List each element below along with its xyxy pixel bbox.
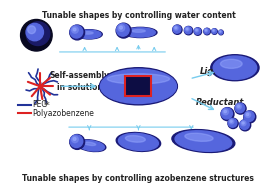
Circle shape: [223, 109, 229, 115]
Circle shape: [118, 25, 125, 31]
Circle shape: [186, 28, 188, 30]
Ellipse shape: [172, 130, 235, 153]
Circle shape: [184, 27, 192, 34]
Ellipse shape: [76, 30, 102, 39]
Circle shape: [244, 111, 254, 121]
Ellipse shape: [132, 29, 145, 32]
Text: Tunable shapes by controlling water content: Tunable shapes by controlling water cont…: [42, 11, 235, 20]
Circle shape: [228, 118, 238, 129]
Circle shape: [119, 26, 122, 29]
Circle shape: [212, 29, 217, 34]
Circle shape: [72, 136, 78, 143]
Circle shape: [228, 119, 237, 127]
Circle shape: [221, 108, 234, 121]
Circle shape: [212, 29, 215, 32]
Ellipse shape: [76, 140, 106, 152]
Circle shape: [194, 28, 201, 35]
Circle shape: [173, 25, 182, 34]
Circle shape: [242, 122, 244, 124]
Circle shape: [204, 29, 209, 34]
Circle shape: [70, 135, 84, 149]
Circle shape: [247, 113, 249, 116]
Text: Self-assembly
in solution: Self-assembly in solution: [50, 71, 110, 92]
Circle shape: [220, 31, 221, 32]
Circle shape: [196, 29, 197, 31]
Circle shape: [175, 27, 177, 29]
Text: PEG: PEG: [33, 100, 48, 109]
Text: Light: Light: [200, 67, 224, 76]
Circle shape: [229, 119, 234, 124]
Ellipse shape: [83, 32, 93, 34]
Circle shape: [235, 103, 245, 113]
Ellipse shape: [99, 68, 177, 105]
Circle shape: [117, 24, 129, 36]
Circle shape: [73, 138, 76, 140]
Circle shape: [240, 120, 249, 129]
Circle shape: [241, 121, 246, 126]
Ellipse shape: [107, 74, 170, 84]
Text: Tunable shapes by controlling azobenzene structures: Tunable shapes by controlling azobenzene…: [22, 174, 254, 184]
Circle shape: [221, 108, 232, 119]
Bar: [125, 76, 152, 97]
Ellipse shape: [116, 132, 161, 151]
Circle shape: [195, 29, 198, 32]
Circle shape: [204, 28, 210, 35]
Circle shape: [73, 28, 76, 31]
Circle shape: [236, 104, 241, 109]
Circle shape: [20, 19, 52, 51]
Circle shape: [237, 105, 240, 107]
Circle shape: [26, 23, 43, 41]
Circle shape: [213, 30, 214, 31]
Text: 5k: 5k: [44, 101, 50, 106]
Circle shape: [28, 26, 35, 34]
Circle shape: [240, 120, 251, 131]
Ellipse shape: [78, 140, 104, 151]
Circle shape: [230, 120, 232, 122]
Circle shape: [194, 28, 201, 34]
Ellipse shape: [124, 27, 157, 38]
Circle shape: [224, 110, 227, 113]
Circle shape: [72, 26, 78, 33]
Circle shape: [219, 31, 221, 33]
Ellipse shape: [101, 69, 176, 103]
Circle shape: [26, 22, 50, 46]
Circle shape: [235, 103, 246, 114]
Text: Polyazobenzene: Polyazobenzene: [33, 109, 94, 118]
Circle shape: [212, 29, 217, 34]
Circle shape: [244, 111, 256, 123]
Circle shape: [205, 29, 207, 32]
Ellipse shape: [185, 133, 213, 141]
Text: Reductant: Reductant: [196, 98, 244, 108]
Circle shape: [185, 27, 189, 31]
Circle shape: [219, 30, 223, 34]
Ellipse shape: [84, 142, 96, 146]
Circle shape: [70, 135, 83, 148]
Circle shape: [184, 26, 193, 35]
Ellipse shape: [78, 30, 101, 39]
Circle shape: [70, 25, 83, 38]
Circle shape: [173, 25, 181, 33]
Ellipse shape: [213, 56, 257, 79]
Ellipse shape: [175, 131, 232, 151]
Circle shape: [205, 30, 207, 31]
Ellipse shape: [119, 133, 158, 150]
Ellipse shape: [125, 28, 155, 37]
Circle shape: [174, 26, 178, 30]
Circle shape: [245, 112, 251, 118]
Circle shape: [219, 30, 223, 35]
Ellipse shape: [211, 55, 259, 81]
Circle shape: [116, 23, 131, 38]
Ellipse shape: [220, 59, 242, 68]
Ellipse shape: [125, 136, 145, 142]
Circle shape: [70, 25, 84, 40]
